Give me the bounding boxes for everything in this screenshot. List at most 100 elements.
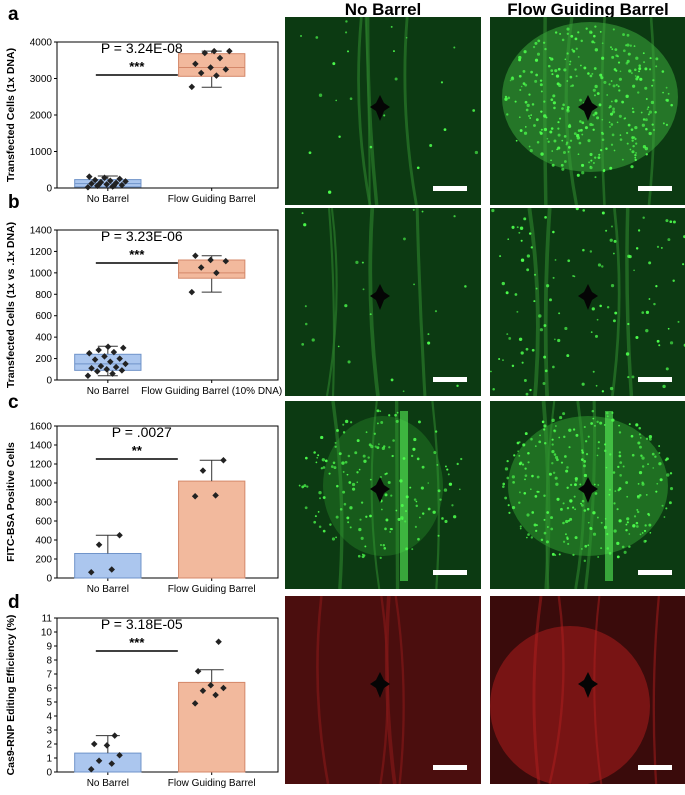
- cell-signal-dot: [523, 217, 527, 221]
- cell-signal-dot: [560, 507, 563, 511]
- y-tick-label: 0: [46, 768, 52, 779]
- cell-signal-dot: [535, 73, 539, 77]
- cell-signal-dot: [603, 80, 607, 84]
- cell-signal-dot: [606, 415, 609, 418]
- cell-signal-dot: [508, 511, 511, 514]
- cell-signal-dot: [574, 536, 578, 540]
- cell-signal-dot: [662, 91, 664, 94]
- cell-signal-dot: [536, 475, 540, 479]
- data-point: [118, 181, 126, 189]
- cell-signal-dot: [609, 386, 614, 391]
- cell-signal-dot: [556, 458, 559, 462]
- cell-signal-dot: [506, 113, 509, 116]
- cell-signal-dot: [448, 482, 453, 486]
- cell-signal-dot: [585, 27, 588, 30]
- cell-signal-dot: [600, 76, 604, 80]
- cell-signal-dot: [626, 521, 629, 524]
- cell-signal-dot: [593, 41, 596, 44]
- cell-signal-dot: [460, 457, 463, 461]
- cell-signal-dot: [575, 134, 579, 138]
- cell-signal-dot: [551, 150, 554, 152]
- cell-signal-dot: [630, 128, 634, 131]
- cell-signal-dot: [663, 516, 666, 518]
- y-tick-label: 400: [35, 333, 52, 344]
- cell-signal-dot: [543, 324, 547, 327]
- cell-signal-dot: [548, 56, 551, 59]
- cell-signal-dot: [655, 490, 658, 493]
- cell-signal-dot: [563, 68, 567, 72]
- cell-signal-dot: [520, 239, 523, 242]
- cell-signal-dot: [490, 370, 492, 373]
- cell-signal-dot: [648, 261, 652, 265]
- cell-signal-dot: [658, 452, 661, 454]
- cell-signal-dot: [609, 112, 614, 116]
- cell-signal-dot: [533, 273, 537, 276]
- cell-signal-dot: [597, 156, 601, 160]
- cell-signal-dot: [618, 451, 621, 454]
- cell-signal-dot: [564, 58, 567, 61]
- data-point: [207, 256, 214, 264]
- cell-signal-dot: [609, 488, 611, 491]
- x-category-label: No Barrel: [87, 386, 129, 397]
- cell-signal-dot: [541, 420, 545, 424]
- cell-signal-dot: [631, 72, 633, 74]
- cell-signal-dot: [535, 118, 539, 122]
- cell-signal-dot: [557, 127, 560, 130]
- cell-signal-dot: [411, 548, 414, 551]
- cell-signal-dot: [580, 547, 583, 550]
- cell-signal-dot: [558, 83, 562, 88]
- y-tick-label: 200: [35, 555, 52, 566]
- cell-signal-dot: [652, 467, 655, 469]
- cell-signal-dot: [327, 190, 332, 194]
- cell-signal-dot: [388, 446, 391, 449]
- cell-signal-dot: [666, 473, 670, 477]
- cell-signal-dot: [565, 533, 567, 536]
- cell-signal-dot: [322, 529, 326, 533]
- cell-signal-dot: [335, 515, 339, 519]
- cell-signal-dot: [548, 472, 552, 476]
- cell-signal-dot: [380, 421, 384, 424]
- cell-signal-dot: [580, 39, 583, 43]
- vein-stripe: [610, 208, 621, 396]
- cell-signal-dot: [625, 352, 630, 356]
- cell-signal-dot: [635, 247, 639, 250]
- cell-signal-dot: [399, 479, 403, 483]
- cell-signal-dot: [413, 498, 417, 501]
- cell-signal-dot: [511, 505, 516, 510]
- scale-bar: [638, 570, 672, 575]
- cell-signal-dot: [597, 441, 600, 444]
- cell-signal-dot: [645, 328, 649, 333]
- cell-signal-dot: [544, 47, 547, 51]
- data-point: [95, 757, 103, 765]
- bar: [74, 552, 142, 579]
- cell-signal-dot: [569, 483, 573, 487]
- cell-signal-dot: [361, 261, 364, 264]
- cell-signal-dot: [583, 459, 587, 463]
- cell-signal-dot: [611, 100, 613, 103]
- y-tick-label: 1200: [30, 460, 53, 471]
- cell-signal-dot: [331, 537, 336, 541]
- cell-signal-dot: [506, 333, 509, 336]
- p-value-label: P = 3.18E-05: [101, 616, 183, 632]
- cell-signal-dot: [640, 454, 643, 457]
- cell-signal-dot: [390, 494, 393, 497]
- cell-signal-dot: [594, 48, 599, 52]
- y-tick-label: 600: [35, 517, 52, 528]
- cell-signal-dot: [539, 131, 542, 134]
- cell-signal-dot: [575, 47, 578, 50]
- cell-signal-dot: [301, 343, 305, 346]
- cell-signal-dot: [535, 529, 538, 533]
- data-point: [122, 178, 129, 185]
- cell-signal-dot: [635, 77, 639, 81]
- cell-signal-dot: [644, 524, 647, 527]
- y-tick-label: 3: [46, 726, 52, 737]
- cell-signal-dot: [599, 421, 603, 425]
- cell-signal-dot: [600, 547, 603, 550]
- cell-signal-dot: [554, 476, 558, 480]
- cell-signal-dot: [518, 337, 523, 341]
- cell-signal-dot: [338, 452, 342, 456]
- cell-signal-dot: [508, 337, 512, 340]
- cell-signal-dot: [625, 528, 628, 532]
- wound-site-mark: [370, 284, 390, 310]
- significance-stars: **: [132, 443, 143, 458]
